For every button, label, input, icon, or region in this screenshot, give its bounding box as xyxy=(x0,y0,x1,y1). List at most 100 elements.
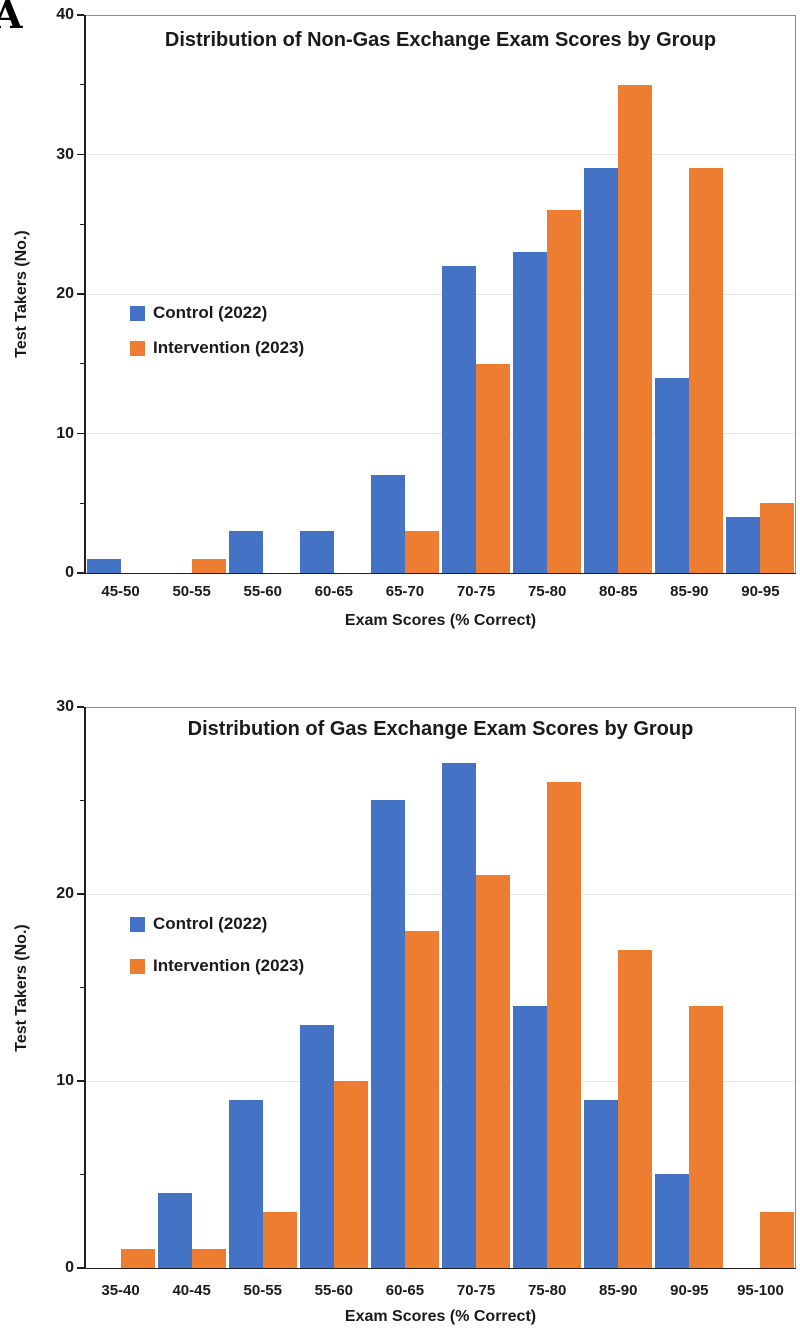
x-tick-label-40-45: 40-45 xyxy=(172,1282,211,1299)
bar-intervention-65-70 xyxy=(405,531,439,573)
legend-item-control: Control (2022) xyxy=(130,914,267,934)
y-minor-tick-35 xyxy=(80,84,84,85)
x-tick-label-55-60: 55-60 xyxy=(243,583,282,600)
y-major-tick-10 xyxy=(77,432,84,435)
y-tick-label-0: 0 xyxy=(65,1259,74,1276)
legend-label-control: Control (2022) xyxy=(153,914,268,933)
bar-intervention-85-90 xyxy=(689,168,723,573)
y-tick-label-30: 30 xyxy=(56,145,74,163)
bar-control-50-55 xyxy=(229,1100,263,1268)
bar-control-60-65 xyxy=(371,800,405,1268)
y-axis-title: Test Takers (No.) xyxy=(13,923,30,1052)
x-tick-label-50-55: 50-55 xyxy=(172,583,211,600)
y-major-tick-10 xyxy=(77,1080,84,1082)
bar-control-70-75 xyxy=(442,266,476,573)
bar-control-85-90 xyxy=(655,378,689,573)
y-tick-label-10: 10 xyxy=(56,1072,74,1089)
x-tick-label-60-65: 60-65 xyxy=(385,1282,425,1299)
chart-title: Distribution of Non-Gas Exchange Exam Sc… xyxy=(164,29,717,51)
x-tick-label-35-40: 35-40 xyxy=(101,1282,140,1299)
y-tick-label-30: 30 xyxy=(56,698,74,715)
legend-label-intervention: Intervention (2023) xyxy=(153,338,305,357)
x-tick-label-90-95: 90-95 xyxy=(741,583,780,600)
chart-panel-non-gas-exchange: 0 10 20 30 40 45-50 50-55 55-60 60-65 65-70 70-75 7… xyxy=(0,0,800,660)
x-tick-label-90-95: 90-95 xyxy=(670,1282,709,1299)
y-major-tick-20 xyxy=(77,293,84,295)
x-axis-title: Exam Scores (% Correct) xyxy=(344,1308,537,1325)
y-major-tick-30 xyxy=(77,153,84,156)
x-tick-label-70-75: 70-75 xyxy=(456,583,496,600)
gridline-30 xyxy=(85,154,796,155)
legend-item-intervention: Intervention (2023) xyxy=(130,956,304,976)
bar-intervention-55-60 xyxy=(334,1081,368,1268)
bar-control-40-45 xyxy=(158,1193,192,1268)
y-major-tick-40 xyxy=(77,14,84,16)
x-tick-label-80-85: 80-85 xyxy=(599,583,638,600)
x-tick-label-95-100: 95-100 xyxy=(737,1282,784,1299)
gridline-20 xyxy=(85,293,796,295)
legend-item-control: Control (2022) xyxy=(130,303,267,323)
x-tick-label-65-70: 65-70 xyxy=(385,583,425,600)
bar-control-65-70 xyxy=(371,475,405,573)
y-major-tick-0 xyxy=(77,572,84,574)
legend-swatch-control xyxy=(130,305,145,321)
bar-intervention-85-90 xyxy=(618,950,652,1268)
x-tick-label-60-65: 60-65 xyxy=(314,583,354,600)
bar-control-90-95 xyxy=(726,517,760,573)
bar-control-45-50 xyxy=(87,559,121,573)
x-tick-label-45-50: 45-50 xyxy=(101,583,140,600)
plot-area-border xyxy=(85,15,796,573)
x-tick-label-55-60: 55-60 xyxy=(314,1282,354,1299)
x-tick-label-85-90: 85-90 xyxy=(670,583,709,600)
panel-label: A xyxy=(0,0,23,37)
bar-intervention-75-80 xyxy=(547,782,581,1268)
bar-intervention-80-85 xyxy=(618,85,652,573)
bar-intervention-50-55 xyxy=(192,559,226,573)
x-axis-line xyxy=(84,1267,796,1269)
y-major-tick-20 xyxy=(77,893,84,895)
bar-control-80-85 xyxy=(584,168,618,573)
x-tick-label-75-80: 75-80 xyxy=(527,583,567,600)
bar-intervention-60-65 xyxy=(405,931,439,1268)
chart-panel-gas-exchange: 0 10 20 30 35-40 40-45 50-55 55-60 60-65 70-75 75-… xyxy=(0,690,800,1336)
chart-title: Distribution of Gas Exchange Exam Scores… xyxy=(187,718,694,740)
y-minor-tick-15 xyxy=(80,363,84,364)
bar-intervention-70-75 xyxy=(476,364,510,573)
bar-intervention-90-95 xyxy=(689,1006,723,1268)
x-tick-label-50-55: 50-55 xyxy=(243,1282,282,1299)
gridline-10 xyxy=(85,433,796,434)
y-axis-title: Test Takers (No.) xyxy=(13,230,30,358)
bar-control-75-80 xyxy=(513,1006,547,1268)
y-axis-line xyxy=(84,707,86,1268)
y-tick-label-0: 0 xyxy=(65,564,74,581)
x-tick-label-85-90: 85-90 xyxy=(599,1282,638,1299)
y-minor-tick-25 xyxy=(80,223,84,225)
legend-swatch-intervention xyxy=(130,958,145,974)
bar-control-60-65 xyxy=(300,531,334,573)
x-axis-title: Exam Scores (% Correct) xyxy=(344,612,537,629)
x-tick-label-70-75: 70-75 xyxy=(456,1282,496,1299)
gridline-10 xyxy=(85,1080,796,1082)
y-tick-label-20: 20 xyxy=(56,285,74,302)
y-major-tick-30 xyxy=(77,706,84,708)
legend-swatch-intervention xyxy=(130,340,145,356)
y-axis-line xyxy=(84,15,86,573)
legend-swatch-control xyxy=(130,916,145,932)
bar-intervention-35-40 xyxy=(121,1249,155,1268)
y-tick-label-10: 10 xyxy=(56,424,74,442)
bar-control-75-80 xyxy=(513,252,547,573)
legend-label-control: Control (2022) xyxy=(153,303,268,322)
y-minor-tick-15 xyxy=(80,986,84,988)
bar-control-70-75 xyxy=(442,763,476,1268)
legend-item-intervention: Intervention (2023) xyxy=(130,338,304,358)
y-minor-tick-5 xyxy=(80,502,84,504)
bar-control-55-60 xyxy=(300,1025,334,1268)
x-tick-label-75-80: 75-80 xyxy=(527,1282,567,1299)
y-minor-tick-25 xyxy=(80,799,84,801)
x-axis-line xyxy=(84,572,796,574)
plot-area-border xyxy=(85,707,796,1268)
bar-intervention-40-45 xyxy=(192,1249,226,1268)
bar-intervention-75-80 xyxy=(547,210,581,573)
bar-intervention-50-55 xyxy=(263,1212,297,1268)
